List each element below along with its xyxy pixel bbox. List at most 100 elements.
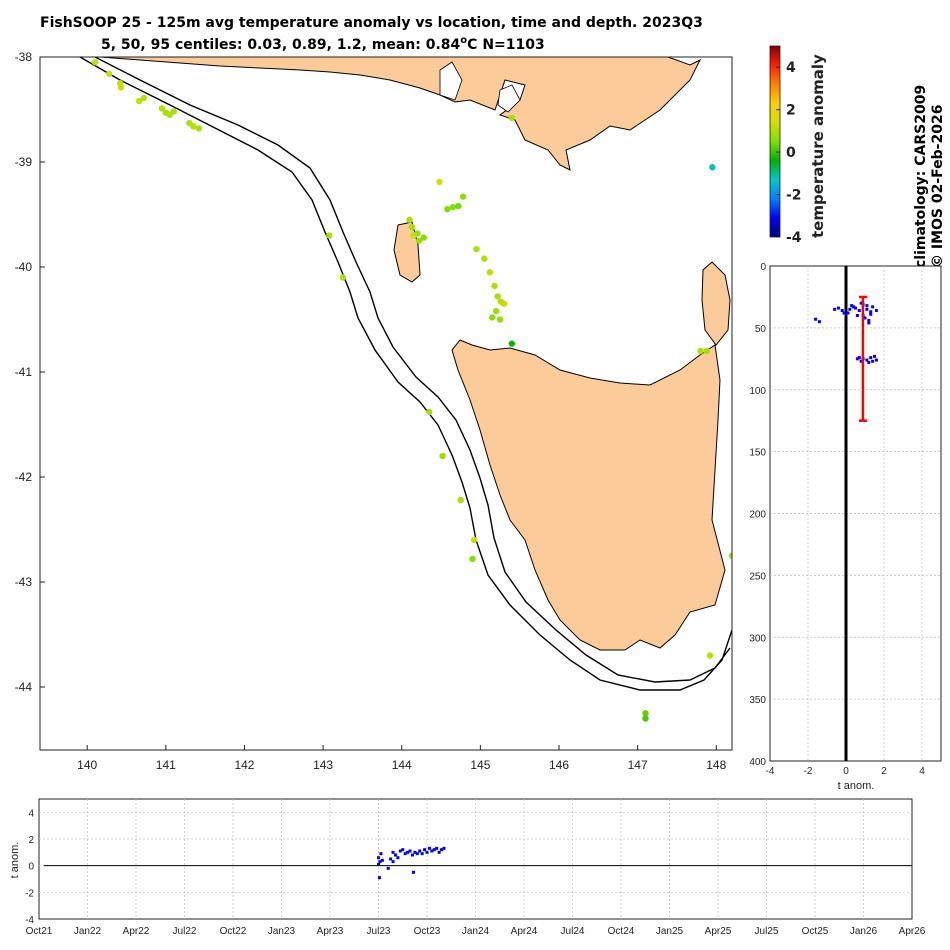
time-point xyxy=(377,876,381,880)
depth-y-tick-label: 100 xyxy=(749,386,766,397)
map-point xyxy=(469,555,476,563)
map-point xyxy=(706,652,714,659)
map-point xyxy=(697,347,704,355)
map-point xyxy=(170,108,177,115)
time-point xyxy=(420,852,424,856)
colorbar-ticks: 4 2 0 -2 -4 xyxy=(776,60,802,246)
depth-point xyxy=(814,317,818,321)
flinders-island xyxy=(701,261,731,346)
time-y-tick-label: 0 xyxy=(28,862,34,873)
time-x-tick-label: Jan24 xyxy=(462,926,490,937)
depth-point xyxy=(855,357,859,361)
time-x-tick-label: Oct25 xyxy=(802,926,829,937)
colorbar-tick-label: 0 xyxy=(786,145,796,161)
map-point xyxy=(426,408,433,416)
map-point xyxy=(508,114,516,122)
depth-point xyxy=(850,304,854,308)
depth-point xyxy=(873,354,876,358)
map-y-tick-label: -41 xyxy=(15,365,33,379)
colorbar-tick-label: 4 xyxy=(786,60,796,76)
isobath-outer xyxy=(94,57,731,683)
mainland-landmass xyxy=(83,57,702,171)
colorbar-label: temperature anomaly xyxy=(809,54,827,238)
map-point xyxy=(436,178,443,186)
depth-point xyxy=(857,356,861,360)
map-y-tick-label: -39 xyxy=(15,155,33,169)
depth-point xyxy=(855,314,859,317)
time-point xyxy=(435,846,439,850)
depth-point xyxy=(836,306,840,310)
time-x-tick-label: Apr25 xyxy=(705,926,732,937)
map-point xyxy=(473,245,480,253)
time-x-tick-label: Apr26 xyxy=(899,926,926,937)
depth-point xyxy=(869,312,873,316)
map-point xyxy=(135,97,143,105)
depth-point xyxy=(863,316,867,320)
time-point xyxy=(423,848,427,852)
map-x-axis: 140 141 142 143 144 145 146 147 148 xyxy=(77,745,727,772)
depth-x-tick-label: 0 xyxy=(843,766,849,777)
time-point xyxy=(411,870,415,874)
time-y-tick-label: -4 xyxy=(25,915,34,926)
map-point xyxy=(190,123,197,130)
map-point xyxy=(444,206,451,213)
time-x-tick-label: Oct21 xyxy=(26,926,53,937)
time-data-points xyxy=(377,846,446,880)
subtitle-centiles: 5, 50, 95 centiles: 0.03, 0.89, 1.2, mea… xyxy=(101,37,461,53)
time-point xyxy=(410,853,414,857)
map-point xyxy=(470,536,478,544)
time-point xyxy=(403,852,407,856)
colorbar: 4 2 0 -2 -4 temperature anomaly xyxy=(769,45,827,246)
depth-point xyxy=(869,356,873,360)
time-point xyxy=(418,849,422,853)
time-panel: Oct21 Jan22 Apr22 Jul22 Oct22 Jan23 Apr23 Jul23… xyxy=(9,798,926,937)
tasmania-landmass xyxy=(451,339,726,651)
depth-point xyxy=(874,309,878,313)
depth-x-tick-label: -2 xyxy=(804,766,813,777)
time-x-tick-label: Jan26 xyxy=(850,926,878,937)
time-point xyxy=(413,850,417,854)
map-x-tick-label: 142 xyxy=(234,758,254,772)
map-point xyxy=(410,232,417,239)
map-x-tick-label: 147 xyxy=(628,758,648,772)
time-point xyxy=(377,862,380,866)
map-point xyxy=(406,216,413,223)
map-point xyxy=(106,70,113,78)
depth-grid xyxy=(770,266,941,761)
time-x-tick-label: Oct23 xyxy=(414,926,441,937)
time-point xyxy=(386,866,390,870)
time-point xyxy=(432,848,436,852)
time-point xyxy=(440,848,444,852)
map-point xyxy=(439,452,446,460)
depth-point xyxy=(833,307,837,311)
depth-point xyxy=(840,309,844,313)
time-point xyxy=(391,850,395,854)
map-y-tick-label: -43 xyxy=(15,575,33,589)
time-point xyxy=(377,856,380,860)
time-point xyxy=(406,850,410,854)
depth-point xyxy=(867,361,871,365)
time-x-tick-label: Apr24 xyxy=(511,926,538,937)
map-point xyxy=(457,496,464,504)
time-axis-ticks: Oct21 Jan22 Apr22 Jul22 Oct22 Jan23 Apr23 Jul23… xyxy=(25,808,926,937)
isobath-inner xyxy=(79,57,732,691)
chart-title: FishSOOP 25 - 125m avg temperature anoma… xyxy=(40,15,703,31)
time-x-tick-label: Jul23 xyxy=(367,926,391,937)
map-y-tick-label: -44 xyxy=(15,680,33,694)
map-point xyxy=(709,164,716,171)
map-y-tick-label: -38 xyxy=(15,50,33,64)
time-point xyxy=(430,849,434,853)
map-frame xyxy=(39,56,733,751)
map-x-tick-label: 146 xyxy=(549,758,569,772)
depth-point xyxy=(871,305,875,309)
time-point xyxy=(391,860,395,864)
map-x-tick-label: 145 xyxy=(470,758,490,772)
map-point xyxy=(492,307,500,315)
port-phillip-bay xyxy=(439,61,463,101)
time-x-tick-label: Jul25 xyxy=(755,926,779,937)
map-point xyxy=(494,293,501,300)
map-point xyxy=(158,105,166,112)
depth-y-tick-label: 400 xyxy=(749,757,766,768)
map-panel: 140 141 142 143 144 145 146 147 148 -38 -39 -40 -41… xyxy=(15,50,733,772)
depth-y-tick-label: 50 xyxy=(755,324,767,335)
